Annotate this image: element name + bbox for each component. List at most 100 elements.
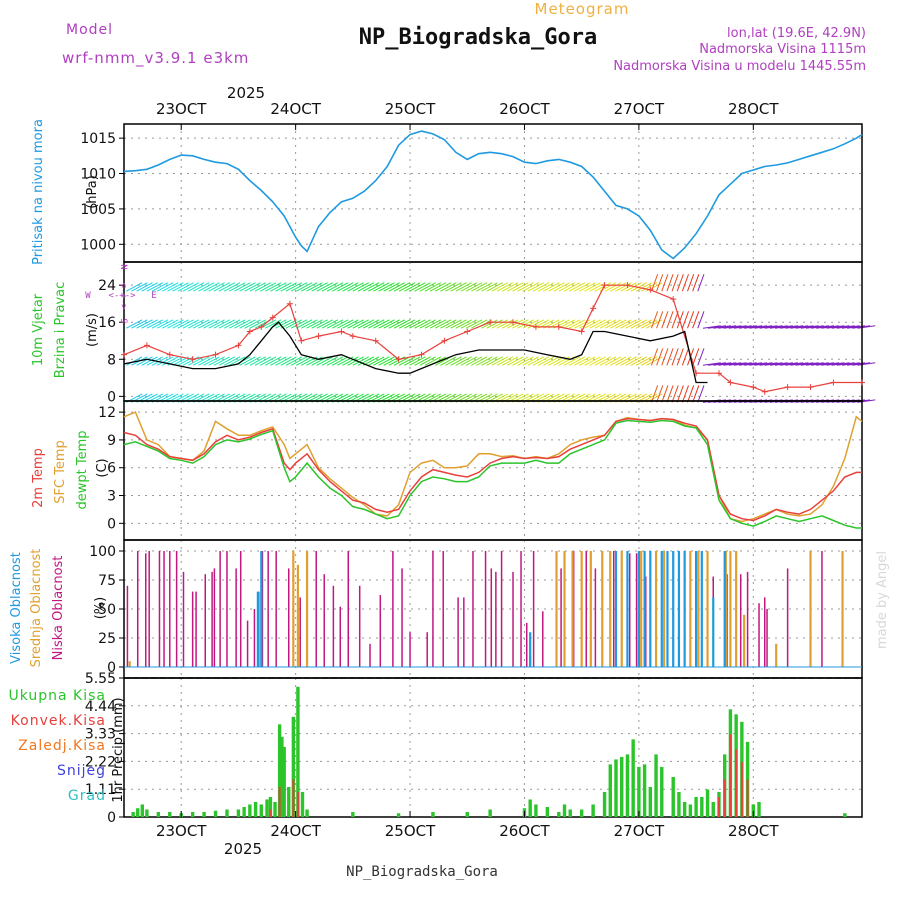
precip-total-bar bbox=[579, 809, 584, 817]
dewpt-line bbox=[123, 419, 862, 529]
wind-barb bbox=[836, 325, 855, 329]
wind-barb bbox=[543, 356, 560, 366]
wind-barb bbox=[393, 282, 411, 292]
wind-barb bbox=[543, 282, 560, 292]
wind-ylabel-1: 10m Vjetar bbox=[31, 293, 46, 366]
wind-barb bbox=[285, 356, 303, 366]
wind-barb bbox=[290, 319, 308, 329]
wind-barb bbox=[501, 282, 519, 292]
compass-arrows-horizontal: <-+-> bbox=[108, 291, 136, 301]
precip-total-bar bbox=[273, 801, 277, 817]
compass-north: N bbox=[118, 264, 128, 269]
wind-barb bbox=[229, 356, 246, 366]
precip-tick-label: 5.55 bbox=[85, 671, 116, 687]
wind-barb bbox=[306, 356, 323, 366]
wind-barb bbox=[754, 362, 773, 366]
wind-barb bbox=[141, 356, 158, 366]
wind-barb bbox=[692, 274, 700, 292]
precip-total-bar bbox=[396, 813, 401, 817]
wind-barb bbox=[388, 282, 406, 292]
precip-total-bar bbox=[557, 811, 561, 817]
wind-barb bbox=[450, 356, 467, 366]
wind-barb bbox=[362, 282, 380, 292]
gust-point bbox=[143, 342, 150, 349]
wind-barb bbox=[831, 362, 850, 366]
wind-barb bbox=[666, 348, 674, 366]
wind-barb bbox=[635, 282, 653, 292]
precip-total-bar bbox=[660, 766, 664, 817]
footer-station: NP_Biogradska_Gora bbox=[346, 864, 498, 880]
wind-barb bbox=[352, 356, 369, 366]
wind-barb bbox=[681, 274, 689, 292]
precip-conv-bar bbox=[278, 786, 281, 817]
wind-barb bbox=[692, 348, 700, 366]
legend-conv-rain: Konvek.Kisa bbox=[11, 713, 106, 729]
precip-total-bar bbox=[300, 791, 305, 817]
wind-barb bbox=[785, 325, 804, 329]
compass-rose: N <-+-> S W <-+-> E bbox=[85, 264, 156, 323]
wind-barb bbox=[445, 282, 462, 292]
wind-barb bbox=[692, 311, 700, 329]
wind-barb bbox=[208, 356, 225, 366]
wind-barb bbox=[357, 356, 375, 366]
cloud-ylabel-high: Visoka Oblacnost bbox=[9, 552, 24, 664]
wind-barb bbox=[301, 282, 318, 292]
pressure-panel: 1000 1005 1010 1015 bbox=[80, 123, 863, 263]
pressure-tick-label: 1000 bbox=[80, 237, 116, 253]
wind-tick-label: 8 bbox=[107, 352, 116, 368]
wind-barb bbox=[280, 319, 297, 329]
wind-barb bbox=[630, 356, 648, 366]
wind-barb bbox=[507, 282, 524, 292]
precip-total-bar bbox=[253, 801, 258, 817]
legend-snow: Snijeg bbox=[57, 763, 106, 779]
wind-barb bbox=[738, 362, 757, 366]
wind-barb bbox=[424, 356, 442, 366]
precip-total-bar bbox=[259, 804, 264, 817]
wind-barb bbox=[584, 282, 601, 292]
precip-total-bar bbox=[296, 686, 300, 817]
wind-barb bbox=[316, 356, 333, 366]
gust-point bbox=[338, 328, 345, 335]
wind-barb bbox=[285, 319, 303, 329]
wind-barb bbox=[708, 362, 727, 366]
wind-barb bbox=[254, 282, 272, 292]
wind-barb bbox=[687, 385, 695, 403]
wind-barb bbox=[465, 356, 483, 366]
precip-tick-label: 3.33 bbox=[85, 727, 116, 743]
precip-total-bar bbox=[236, 809, 241, 817]
precip-total-bar bbox=[843, 813, 847, 817]
wind-barb bbox=[491, 356, 508, 366]
wind-barb bbox=[177, 282, 194, 292]
wind-barb bbox=[156, 319, 174, 329]
wind-barb bbox=[821, 362, 840, 366]
wind-barb bbox=[676, 311, 684, 329]
station-title: NP_Biogradska_Gora bbox=[359, 25, 597, 50]
bottom-date-label: 27OCT bbox=[614, 822, 665, 840]
cloud-unit: (%) bbox=[93, 597, 108, 620]
wind-barb bbox=[249, 319, 266, 329]
wind-barb bbox=[445, 319, 462, 329]
wind-barb bbox=[841, 325, 860, 329]
wind-barb bbox=[131, 282, 148, 292]
gust-point bbox=[830, 379, 837, 386]
cloud-tick-label: 100 bbox=[89, 544, 116, 560]
wind-barb bbox=[687, 311, 695, 329]
wind-barb bbox=[568, 319, 586, 329]
wind-barb bbox=[666, 311, 674, 329]
wind-barb bbox=[368, 282, 385, 292]
wind-barb bbox=[306, 319, 323, 329]
wind-barb bbox=[501, 356, 519, 366]
wind-barb bbox=[625, 319, 642, 329]
wind-barb bbox=[599, 356, 617, 366]
wind-barb bbox=[790, 325, 809, 329]
wind-barb bbox=[136, 319, 153, 329]
wind-barb bbox=[198, 282, 215, 292]
wind-barb bbox=[496, 282, 514, 292]
wind-barb bbox=[728, 325, 747, 329]
wind-barb bbox=[259, 282, 277, 292]
wind-barb bbox=[141, 319, 158, 329]
wind-barb bbox=[527, 356, 545, 366]
wind-barb bbox=[460, 356, 478, 366]
wind-barb bbox=[244, 319, 261, 329]
wind-barb bbox=[404, 356, 421, 366]
